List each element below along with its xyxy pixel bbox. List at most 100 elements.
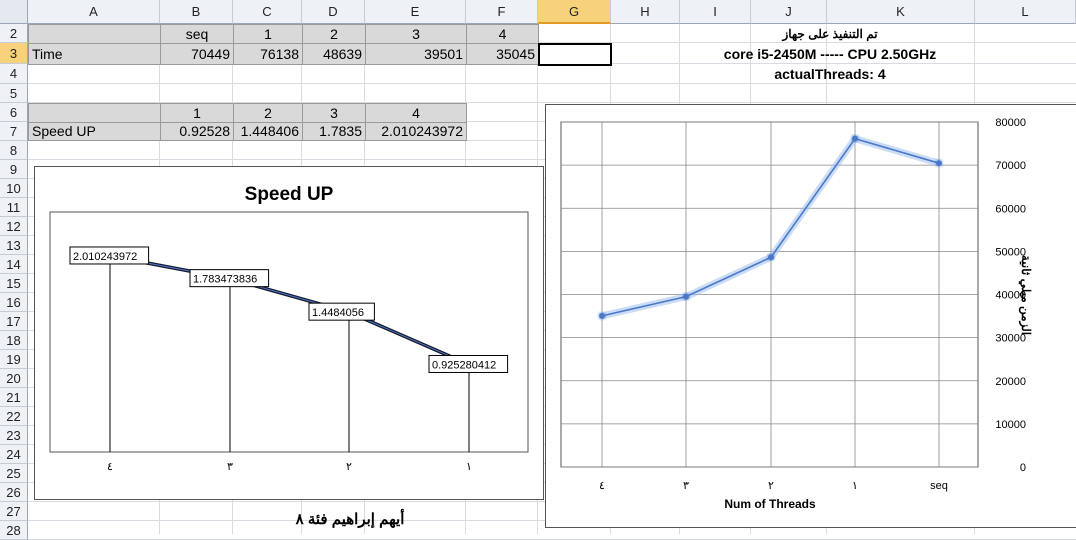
row-header-10[interactable]: 10	[0, 179, 28, 198]
row-header-19[interactable]: 19	[0, 350, 28, 369]
time-header-4[interactable]: 4	[466, 24, 539, 44]
time-value-3[interactable]: 39501	[365, 43, 467, 65]
speedup-chart[interactable]: Speed UP 2.010243972 1.783473836 1.4484056…	[34, 166, 544, 500]
row-header-2[interactable]: 2	[0, 24, 28, 43]
cpu-note: core i5-2450M ----- CPU 2.50GHz	[723, 46, 937, 62]
time-value-2[interactable]: 48639	[302, 43, 366, 65]
row-header-28[interactable]: 28	[0, 521, 28, 540]
row-header-21[interactable]: 21	[0, 388, 28, 407]
speedup-value-3[interactable]: 1.7835	[302, 122, 366, 141]
column-header-a[interactable]: A	[28, 0, 160, 24]
row-header-20[interactable]: 20	[0, 369, 28, 388]
row-header-9[interactable]: 9	[0, 160, 28, 179]
speedup-data-label-box	[189, 269, 270, 288]
time-data-point	[936, 160, 942, 167]
row-header-8[interactable]: 8	[0, 141, 28, 160]
column-header-k[interactable]: K	[827, 0, 975, 24]
row-gridline	[28, 83, 1076, 84]
speedup-data-label-box	[308, 302, 375, 321]
speedup-series-highlight	[109, 255, 470, 365]
time-chart[interactable]: 0 10000 20000 30000 40000 50000 60000 70000 8000…	[545, 104, 1076, 528]
time-ytick-label: 80000	[995, 117, 1026, 129]
row-header-15[interactable]: 15	[0, 274, 28, 293]
speedup-header-4[interactable]: 4	[365, 103, 467, 123]
author-label: أيهم إبراهيم فئة ٨	[295, 511, 405, 528]
speedup-category-label: ٢	[346, 461, 352, 473]
row-header-16[interactable]: 16	[0, 293, 28, 312]
row-header-7[interactable]: 7	[0, 122, 28, 141]
row-header-25[interactable]: 25	[0, 464, 28, 483]
column-header-b[interactable]: B	[160, 0, 233, 24]
time-ytick-label: 40000	[995, 290, 1026, 302]
time-data-point	[852, 135, 858, 142]
time-category-label: ٣	[683, 480, 689, 492]
column-header-j[interactable]: J	[751, 0, 827, 24]
row-header-26[interactable]: 26	[0, 483, 28, 502]
time-value-1[interactable]: 76138	[233, 43, 303, 65]
time-category-label: ٤	[599, 480, 605, 492]
time-data-point	[768, 254, 774, 261]
speedup-data-label: 1.783473836	[193, 274, 257, 286]
time-label[interactable]: Time	[28, 43, 161, 65]
speedup-label[interactable]: Speed UP	[28, 122, 161, 141]
row-header-3[interactable]: 3	[0, 43, 28, 64]
speedup-category-label: ١	[466, 461, 472, 473]
time-value-4[interactable]: 35045	[466, 43, 539, 65]
column-header-c[interactable]: C	[233, 0, 302, 24]
row-header-22[interactable]: 22	[0, 407, 28, 426]
select-all-corner[interactable]	[0, 0, 28, 24]
time-ytick-label: 70000	[995, 160, 1026, 172]
speedup-chart-title: Speed UP	[245, 184, 334, 205]
row-header-18[interactable]: 18	[0, 331, 28, 350]
time-category-label: seq	[930, 480, 948, 492]
speedup-category-label: ٤	[107, 461, 113, 473]
speedup-data-label: 2.010243972	[73, 251, 137, 263]
row-header-12[interactable]: 12	[0, 217, 28, 236]
column-header-f[interactable]: F	[466, 0, 538, 24]
row-header-6[interactable]: 6	[0, 103, 28, 122]
row-header-14[interactable]: 14	[0, 255, 28, 274]
column-header-i[interactable]: I	[680, 0, 751, 24]
column-header-l[interactable]: L	[975, 0, 1076, 24]
speedup-value-1[interactable]: 0.92528	[160, 122, 234, 141]
time-ytick-label: 50000	[995, 246, 1026, 258]
time-category-label: ٢	[768, 480, 774, 492]
time-ytick-label: 0	[1020, 462, 1026, 474]
time-ytick-label: 20000	[995, 376, 1026, 388]
speedup-value-4[interactable]: 2.010243972	[365, 122, 467, 141]
column-header-g[interactable]: G	[538, 0, 611, 24]
row-header-27[interactable]: 27	[0, 502, 28, 521]
row-header-5[interactable]: 5	[0, 84, 28, 103]
cell-a6[interactable]	[28, 103, 161, 123]
speedup-data-label-box	[69, 246, 150, 265]
speedup-value-2[interactable]: 1.448406	[233, 122, 303, 141]
speedup-data-label: 1.4484056	[312, 307, 364, 319]
row-header-11[interactable]: 11	[0, 198, 28, 217]
speedup-chart-svg: Speed UP 2.010243972 1.783473836 1.4484056…	[49, 184, 529, 473]
cell-a2[interactable]	[28, 24, 161, 44]
time-header-2[interactable]: 2	[302, 24, 366, 44]
time-header-seq[interactable]: seq	[160, 24, 234, 44]
time-header-3[interactable]: 3	[365, 24, 467, 44]
executed-on-note: تم التنفيذ على جهاز	[782, 27, 878, 41]
column-header-h[interactable]: H	[611, 0, 680, 24]
threads-note: actualThreads: 4	[774, 66, 886, 82]
row-header-24[interactable]: 24	[0, 445, 28, 464]
time-chart-ylabel: الزمن ميلي ثانية	[1018, 255, 1033, 335]
row-header-13[interactable]: 13	[0, 236, 28, 255]
time-data-point	[599, 312, 605, 319]
row-gridline	[28, 42, 1076, 43]
speedup-header-1[interactable]: 1	[160, 103, 234, 123]
time-header-1[interactable]: 1	[233, 24, 303, 44]
row-header-17[interactable]: 17	[0, 312, 28, 331]
row-header-4[interactable]: 4	[0, 64, 28, 84]
speedup-header-2[interactable]: 2	[233, 103, 303, 123]
column-header-d[interactable]: D	[302, 0, 365, 24]
row-header-23[interactable]: 23	[0, 426, 28, 445]
time-value-seq[interactable]: 70449	[160, 43, 234, 65]
column-header-e[interactable]: E	[365, 0, 466, 24]
speedup-header-3[interactable]: 3	[302, 103, 366, 123]
active-cell-g3[interactable]	[538, 43, 612, 66]
speedup-data-label: 0.925280412	[432, 359, 496, 371]
